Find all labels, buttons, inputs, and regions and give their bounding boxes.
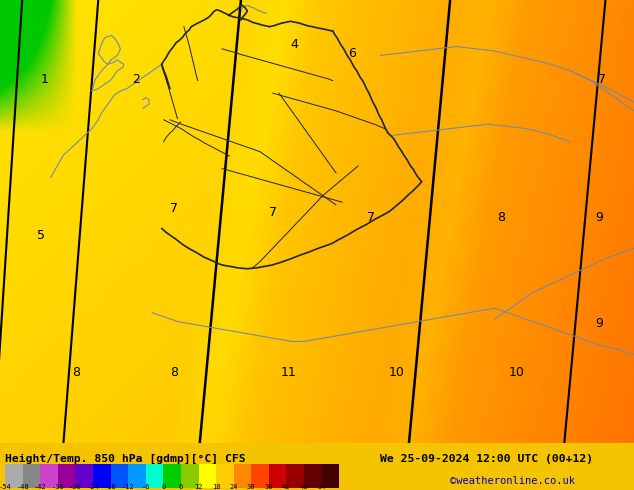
Text: -24: -24 [87,484,100,490]
Text: 10: 10 [388,366,404,379]
Text: 7: 7 [598,74,606,86]
Text: 7: 7 [269,206,276,220]
Text: 30: 30 [247,484,256,490]
Text: 1: 1 [41,74,48,86]
Text: 7: 7 [171,202,178,215]
Bar [304,464,321,488]
Text: 8: 8 [72,366,80,379]
Text: 4: 4 [291,38,299,51]
Text: 54: 54 [318,484,326,490]
Bar [198,464,216,488]
Text: 9: 9 [595,317,603,330]
Bar [58,464,75,488]
Text: -54: -54 [0,484,11,490]
Text: 0: 0 [161,484,165,490]
Text: Height/Temp. 850 hPa [gdmp][°C] CFS: Height/Temp. 850 hPa [gdmp][°C] CFS [5,454,246,464]
Text: -18: -18 [104,484,117,490]
Text: 12: 12 [194,484,203,490]
Text: ©weatheronline.co.uk: ©weatheronline.co.uk [450,476,575,486]
Bar [234,464,251,488]
Bar [23,464,40,488]
Text: 36: 36 [264,484,273,490]
Text: 18: 18 [212,484,221,490]
Text: 6: 6 [179,484,183,490]
Text: 24: 24 [230,484,238,490]
Bar [181,464,198,488]
Text: -12: -12 [122,484,134,490]
Bar [321,464,339,488]
Text: 10: 10 [508,366,525,379]
Bar [216,464,234,488]
Bar [40,464,58,488]
Text: -48: -48 [16,484,29,490]
Bar [146,464,164,488]
Text: 48: 48 [300,484,308,490]
Text: We 25-09-2024 12:00 UTC (00+12): We 25-09-2024 12:00 UTC (00+12) [380,454,593,464]
Text: 8: 8 [171,366,178,379]
Text: 5: 5 [37,228,45,242]
Bar [251,464,269,488]
Text: 9: 9 [595,211,603,224]
Text: 11: 11 [281,366,296,379]
Bar [93,464,110,488]
Text: 42: 42 [282,484,290,490]
Text: -30: -30 [69,484,82,490]
Text: -42: -42 [34,484,47,490]
Text: -36: -36 [51,484,64,490]
Text: 6: 6 [348,47,356,60]
Text: -6: -6 [141,484,150,490]
Bar [269,464,287,488]
Bar [110,464,128,488]
Bar [75,464,93,488]
Text: 2: 2 [133,74,140,86]
Bar [164,464,181,488]
Bar [128,464,146,488]
Bar [287,464,304,488]
Text: 7: 7 [367,211,375,224]
Bar [5,464,23,488]
Text: 8: 8 [497,211,505,224]
